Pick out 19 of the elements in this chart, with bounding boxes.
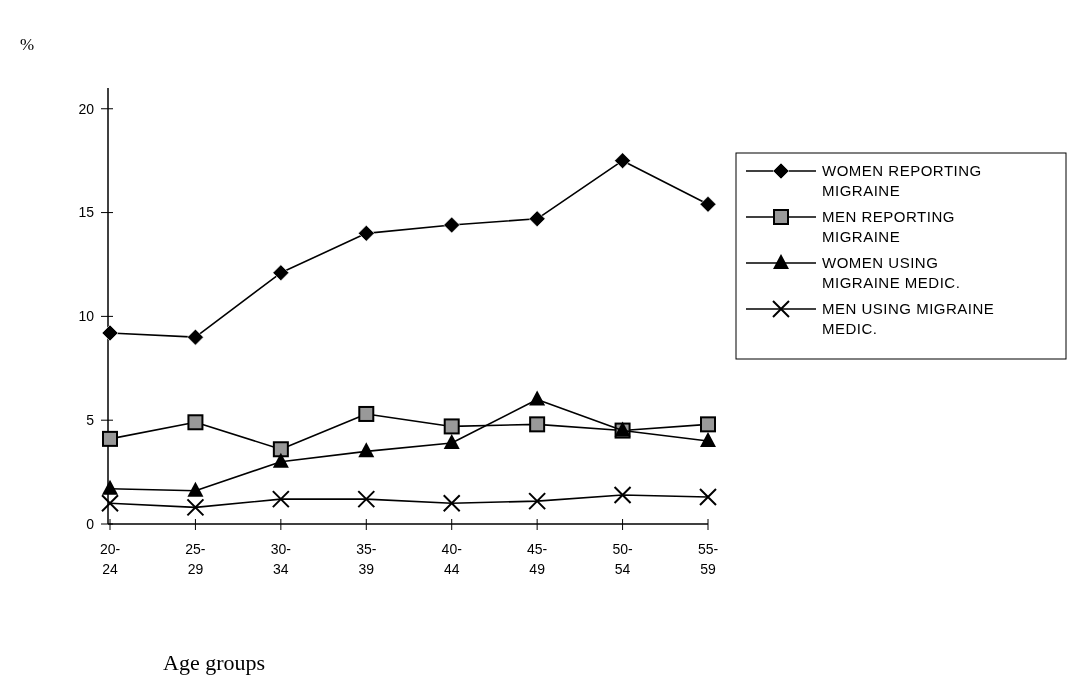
legend-label: MEN USING MIGRAINE MEDIC. xyxy=(822,300,995,338)
y-tick-label: 20 xyxy=(78,100,95,117)
x-tick-label: 35-39 xyxy=(356,541,377,577)
legend-label: WOMEN USING MIGRAINE MEDIC. xyxy=(822,254,961,292)
y-tick-label: 15 xyxy=(78,204,95,221)
x-tick-label: 30-34 xyxy=(270,541,292,577)
y-tick-label: 5 xyxy=(86,412,95,429)
x-tick-label: 50-54 xyxy=(612,541,634,577)
y-tick-label: 10 xyxy=(78,308,95,325)
legend-label: MEN REPORTING MIGRAINE xyxy=(822,208,955,246)
x-tick-label: 40-44 xyxy=(441,541,463,577)
x-tick-label: 55-59 xyxy=(697,541,719,577)
x-axis-title: Age groups xyxy=(163,650,266,675)
x-tick-label: 25-29 xyxy=(185,541,206,577)
legend-label: WOMEN REPORTING MIGRAINE xyxy=(822,162,982,200)
x-tick-label: 45-49 xyxy=(527,541,548,577)
y-axis-title: % xyxy=(20,35,35,54)
y-tick-label: 0 xyxy=(86,515,95,532)
x-tick-label: 20-24 xyxy=(99,541,121,577)
